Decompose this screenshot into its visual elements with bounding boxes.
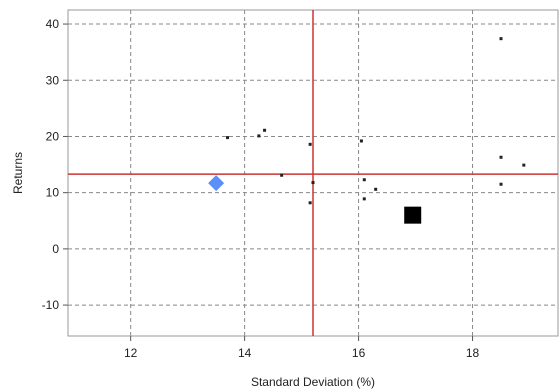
data-point — [359, 139, 363, 143]
data-point — [257, 134, 261, 138]
y-tick-label: 20 — [46, 129, 60, 143]
x-tick-label: 18 — [466, 346, 480, 360]
y-tick-label: -10 — [42, 298, 60, 312]
data-point-layer — [208, 37, 526, 224]
x-tick-label: 16 — [352, 346, 366, 360]
data-point — [308, 142, 312, 146]
reference-line-layer — [68, 10, 558, 336]
data-point — [280, 173, 284, 177]
tick-label-layer: -10 0 10 20 30 40 12 14 16 18 — [42, 17, 480, 360]
data-point — [362, 197, 366, 201]
y-tick-label: 40 — [46, 17, 60, 31]
data-point — [499, 182, 503, 186]
data-point — [263, 128, 267, 132]
data-point — [308, 201, 312, 205]
data-point — [362, 178, 366, 182]
y-axis-label: Returns — [11, 152, 25, 194]
y-tick-label: 30 — [46, 73, 60, 87]
data-point — [311, 181, 315, 185]
x-axis-label: Standard Deviation (%) — [251, 375, 375, 389]
data-point — [499, 37, 503, 41]
data-point — [499, 155, 503, 159]
data-point — [374, 187, 378, 191]
highlight-square-point — [404, 206, 422, 224]
x-tick-label: 14 — [238, 346, 252, 360]
y-tick-label: 10 — [46, 186, 60, 200]
highlight-diamond-point — [208, 175, 225, 192]
data-point — [226, 136, 230, 140]
data-point — [522, 163, 526, 167]
y-tick-label: 0 — [52, 242, 59, 256]
x-tick-label: 12 — [124, 346, 138, 360]
